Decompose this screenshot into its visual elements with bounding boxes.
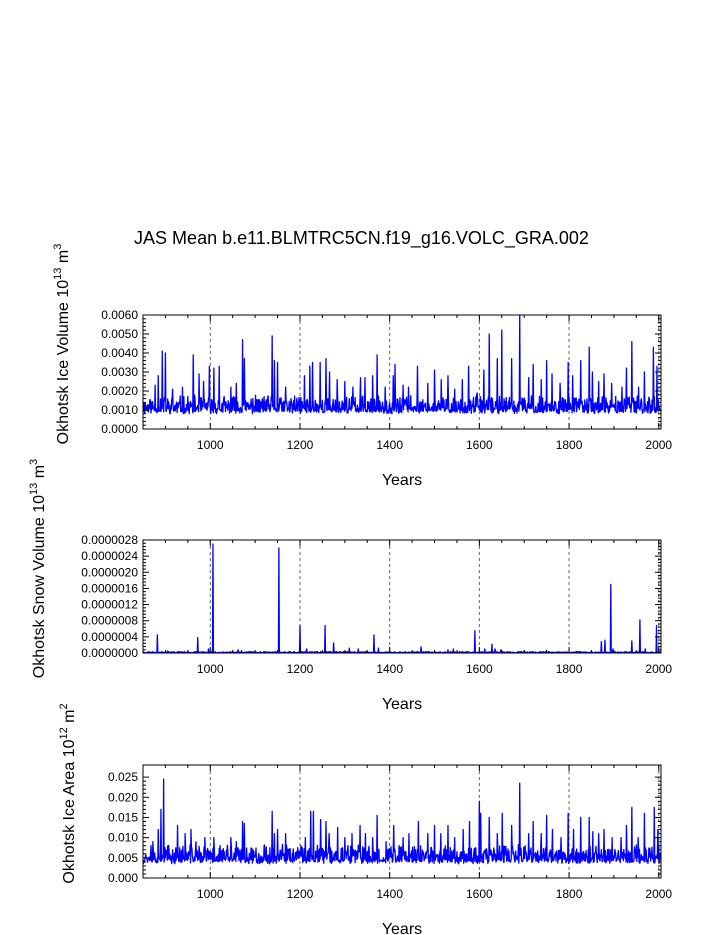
y-axis-title-exponent: 12 [58,727,70,739]
x-tick-label: 1400 [376,662,403,676]
x-axis-title: Years [382,472,422,489]
y-tick-label: 0.0000000 [81,646,138,660]
x-tick-label: 1800 [556,887,583,901]
y-tick-label: 0.0050 [101,327,138,341]
y-tick-label: 0.0010 [101,403,138,417]
x-tick-label: 2000 [645,662,672,676]
x-tick-label: 2000 [645,438,672,452]
y-tick-label: 0.0000028 [81,533,138,547]
ice-volume-series-line [142,314,662,415]
x-tick-label: 1400 [376,438,403,452]
y-tick-label: 0.0000024 [81,549,138,563]
y-tick-label: 0.0020 [101,384,138,398]
chart-main-title: JAS Mean b.e11.BLMTRC5CN.f19_g16.VOLC_GR… [134,228,589,248]
y-tick-label: 0.0000016 [81,581,138,595]
y-tick-label: 0.0000020 [81,565,138,579]
x-tick-label: 1800 [556,438,583,452]
x-tick-label: 1200 [287,438,314,452]
y-tick-label: 0.0030 [101,365,138,379]
ice-area-series-line [142,778,662,865]
y-axis-title-exponent: 3 [52,244,64,250]
x-tick-label: 2000 [645,887,672,901]
y-tick-label: 0.0060 [101,308,138,322]
y-axis-title: Okhotsk Ice Area 1012 m2 [58,703,78,883]
y-axis-title: Okhotsk Ice Volume 1013 m3 [52,244,72,445]
y-tick-label: 0.0000004 [81,630,138,644]
y-axis-title-text: m [31,465,48,483]
x-axis-title: Years [382,696,422,713]
x-tick-label: 1000 [197,662,224,676]
y-axis-title-text: Okhotsk Ice Area 10 [61,739,78,883]
x-tick-label: 1600 [466,887,493,901]
x-tick-label: 1200 [287,662,314,676]
y-tick-label: 0.025 [108,770,138,784]
x-tick-label: 1400 [376,887,403,901]
x-tick-label: 1600 [466,662,493,676]
snow-volume-series-line [142,543,662,654]
x-axis-title: Years [382,921,422,935]
y-tick-label: 0.0040 [101,346,138,360]
y-axis-title-text: Okhotsk Ice Volume 10 [55,280,72,445]
y-tick-label: 0.0000 [101,422,138,436]
y-tick-label: 0.0000012 [81,598,138,612]
y-tick-label: 0.005 [108,851,138,865]
y-axis-title-text: Okhotsk Snow Volume 10 [31,495,48,678]
y-tick-label: 0.000 [108,871,138,885]
ice-area-panel: 1000 1200 1400 1600 1800 2000 0.000 0.005 0.010 0… [58,703,672,935]
plot-frame [142,539,662,654]
y-tick-label: 0.010 [108,831,138,845]
y-tick-label: 0.015 [108,810,138,824]
x-tick-label: 1000 [197,438,224,452]
y-tick-label: 0.020 [108,790,138,804]
snow-volume-panel: 1000 1200 1400 1600 1800 2000 0.0000000 0.00000… [28,459,672,713]
y-axis-title: Okhotsk Snow Volume 1013 m3 [28,459,48,678]
x-tick-label: 1600 [466,438,493,452]
y-axis-title-text: m [61,710,78,728]
y-axis-title-exponent: 3 [28,459,40,465]
y-tick-label: 0.0000008 [81,614,138,628]
y-axis-title-exponent: 13 [28,483,40,495]
y-axis-title-text: m [55,250,72,268]
x-tick-label: 1200 [287,887,314,901]
x-tick-label: 1000 [197,887,224,901]
y-axis-title-exponent: 2 [58,703,70,709]
ice-volume-panel: 1000 1200 1400 1600 1800 2000 0.0000 0.0010 0.00… [52,244,672,489]
y-axis-title-exponent: 13 [52,268,64,280]
x-tick-label: 1800 [556,662,583,676]
